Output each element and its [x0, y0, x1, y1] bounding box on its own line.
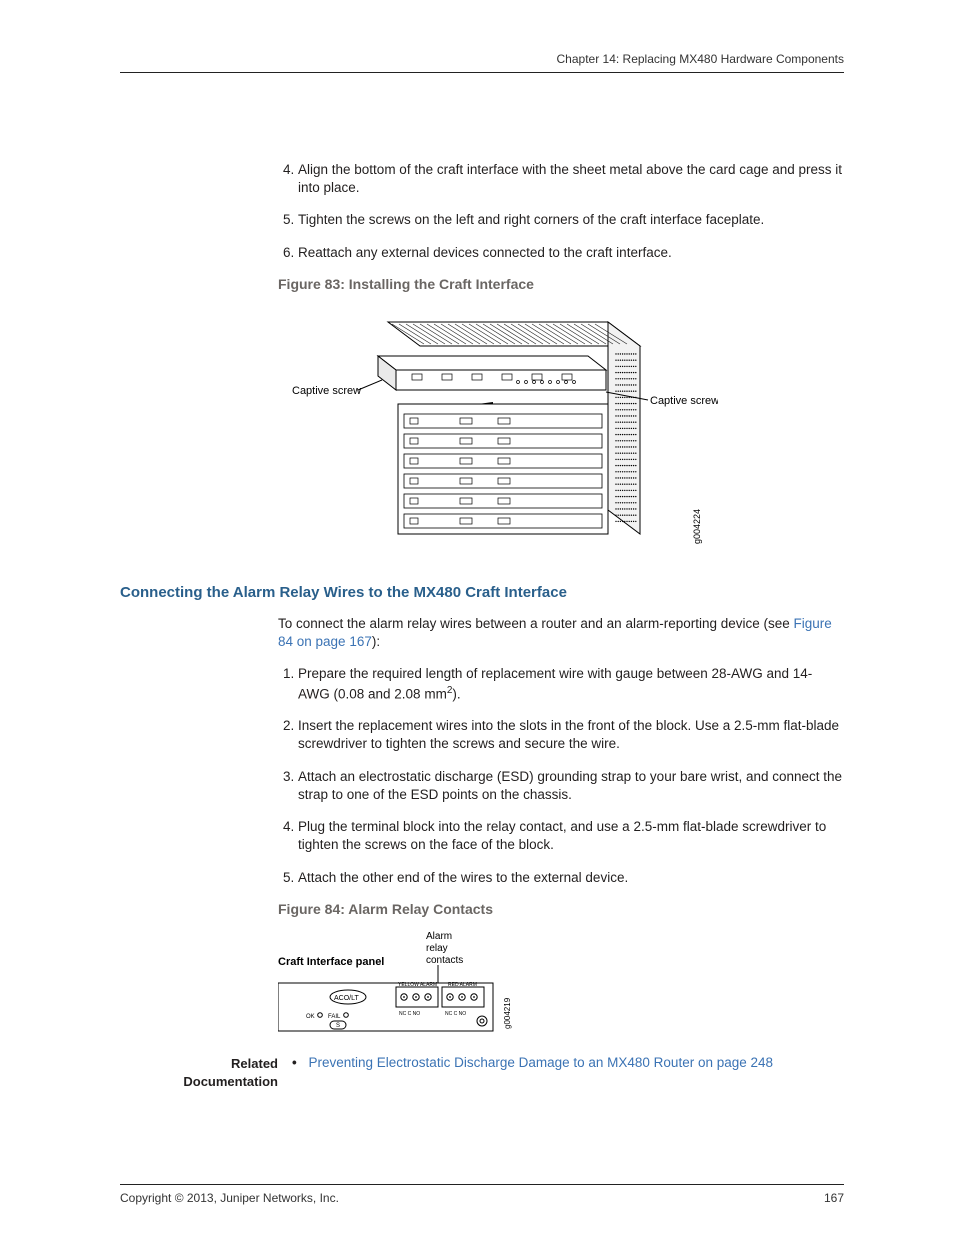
intro-pre: To connect the alarm relay wires between… — [278, 616, 794, 631]
steps-a-block: Align the bottom of the craft interface … — [278, 161, 844, 564]
page: Chapter 14: Replacing MX480 Hardware Com… — [0, 0, 954, 1235]
ordered-list-b: Prepare the required length of replaceme… — [278, 665, 844, 886]
page-number: 167 — [824, 1191, 844, 1205]
related-link[interactable]: Preventing Electrostatic Discharge Damag… — [309, 1055, 774, 1070]
footer-rule — [120, 1184, 844, 1185]
figure-84-svg: Craft Interface panel Alarmrelaycontacts A… — [278, 929, 518, 1039]
svg-text:OK: OK — [306, 1014, 315, 1020]
figure-83: Captive screw Captive screw g004224 — [288, 304, 718, 564]
svg-text:RED ALARM: RED ALARM — [448, 982, 477, 988]
related-row: Related Documentation • Preventing Elect… — [120, 1055, 844, 1091]
svg-text:ACO/LT: ACO/LT — [334, 995, 359, 1002]
copyright: Copyright © 2013, Juniper Networks, Inc. — [120, 1191, 339, 1205]
list-item: Tighten the screws on the left and right… — [298, 211, 844, 229]
svg-text:YELLOW ALARM: YELLOW ALARM — [398, 982, 437, 988]
svg-text:NC C NO: NC C NO — [445, 1011, 466, 1017]
list-item: Reattach any external devices connected … — [298, 244, 844, 262]
svg-text:Craft Interface panel: Craft Interface panel — [278, 956, 384, 968]
list-item: Plug the terminal block into the relay c… — [298, 818, 844, 854]
footer: Copyright © 2013, Juniper Networks, Inc.… — [120, 1184, 844, 1205]
ordered-list-a: Align the bottom of the craft interface … — [278, 161, 844, 262]
intro-post: ): — [372, 634, 380, 649]
figure-84-title: Figure 84: Alarm Relay Contacts — [278, 901, 844, 917]
svg-text:S: S — [336, 1023, 340, 1029]
svg-text:Captive screw: Captive screw — [650, 395, 718, 407]
svg-text:FAIL: FAIL — [328, 1014, 341, 1020]
figure-83-title: Figure 83: Installing the Craft Interfac… — [278, 276, 844, 292]
list-item: Prepare the required length of replaceme… — [298, 665, 844, 703]
figure-83-svg: Captive screw Captive screw g004224 — [288, 304, 718, 564]
list-item: Attach an electrostatic discharge (ESD) … — [298, 768, 844, 804]
list-item: Attach the other end of the wires to the… — [298, 869, 844, 887]
svg-text:relay: relay — [426, 943, 448, 954]
figure-84: Craft Interface panel Alarmrelaycontacts A… — [278, 929, 518, 1039]
svg-text:Captive screw: Captive screw — [292, 385, 361, 397]
running-head: Chapter 14: Replacing MX480 Hardware Com… — [120, 52, 844, 72]
svg-text:Alarm: Alarm — [426, 931, 452, 942]
related-body: • Preventing Electrostatic Discharge Dam… — [292, 1055, 844, 1070]
section-b-intro: To connect the alarm relay wires between… — [278, 615, 844, 651]
svg-text:g004224: g004224 — [692, 509, 702, 544]
content: Align the bottom of the craft interface … — [120, 73, 844, 1091]
svg-text:contacts: contacts — [426, 955, 463, 966]
related-l1: Related — [231, 1056, 278, 1071]
list-item: Align the bottom of the craft interface … — [298, 161, 844, 197]
section-b-title: Connecting the Alarm Relay Wires to the … — [120, 584, 844, 601]
bullet-icon: • — [292, 1055, 297, 1070]
svg-text:NC C NO: NC C NO — [399, 1011, 420, 1017]
related-l2: Documentation — [183, 1074, 278, 1089]
list-item: Insert the replacement wires into the sl… — [298, 717, 844, 753]
section-b-body: To connect the alarm relay wires between… — [278, 615, 844, 1039]
svg-text:g004219: g004219 — [503, 997, 512, 1029]
related-label: Related Documentation — [120, 1055, 278, 1091]
